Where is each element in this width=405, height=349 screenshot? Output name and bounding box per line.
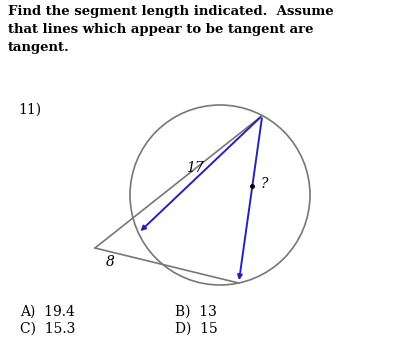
Text: 11): 11) (18, 103, 41, 117)
Text: ?: ? (260, 177, 268, 191)
Text: C)  15.3: C) 15.3 (20, 322, 75, 336)
Text: 17: 17 (186, 161, 204, 175)
Text: Find the segment length indicated.  Assume
that lines which appear to be tangent: Find the segment length indicated. Assum… (8, 5, 334, 54)
Text: A)  19.4: A) 19.4 (20, 305, 75, 319)
Text: D)  15: D) 15 (175, 322, 218, 336)
Text: B)  13: B) 13 (175, 305, 217, 319)
Text: 8: 8 (106, 255, 115, 269)
